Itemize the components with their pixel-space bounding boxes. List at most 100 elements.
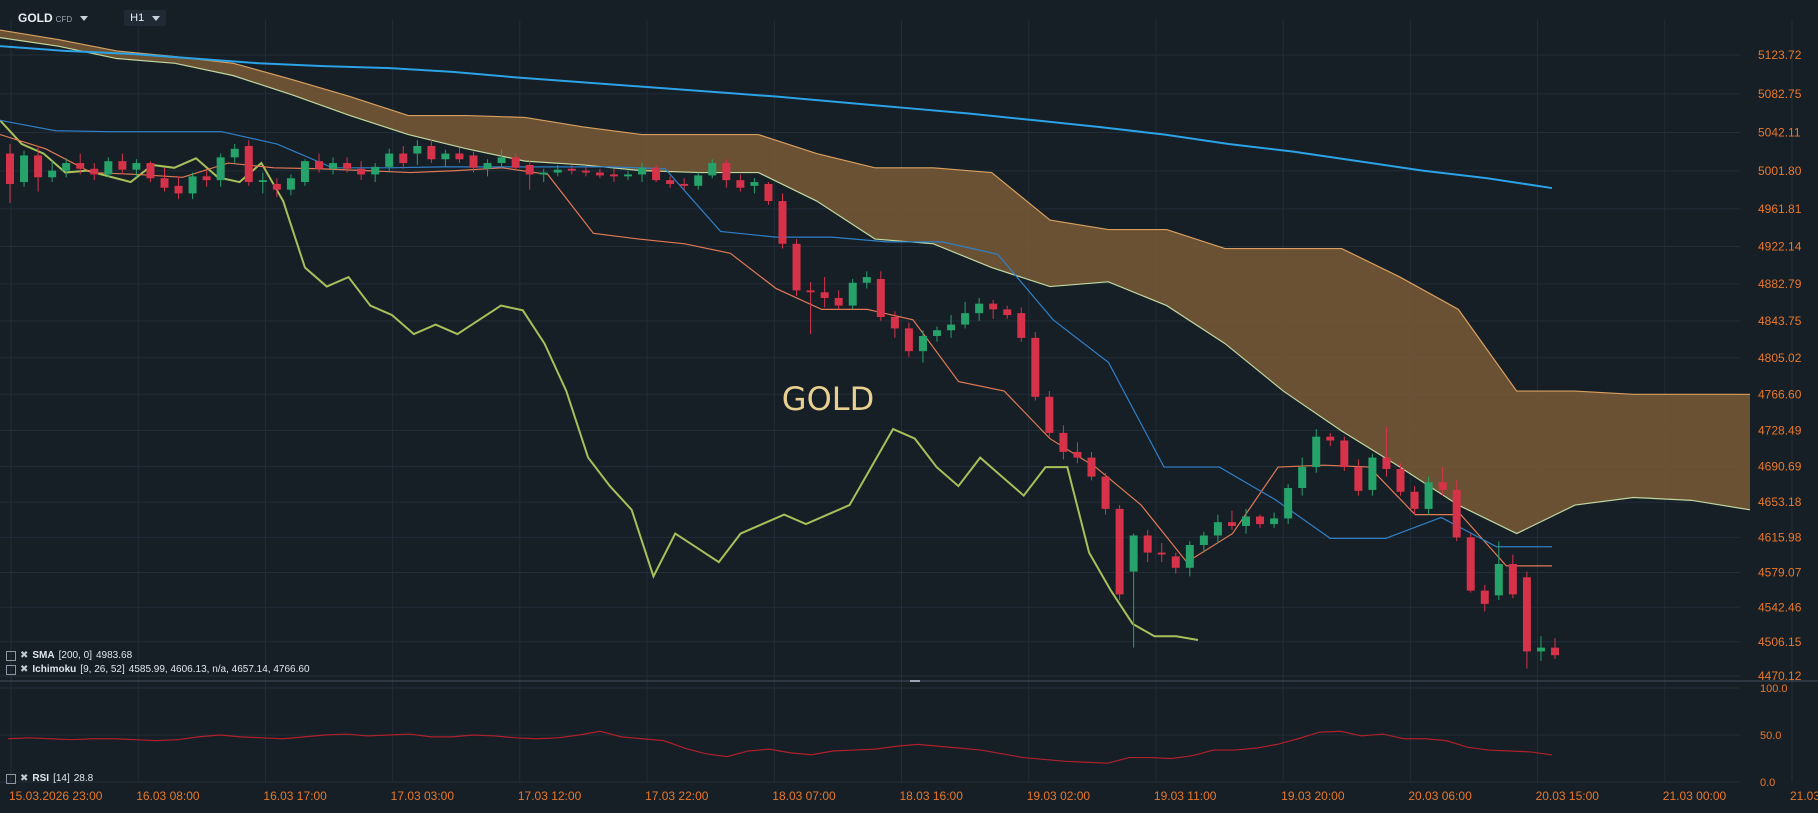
candle-body — [722, 163, 731, 181]
candle — [1256, 514, 1265, 528]
candle-body — [371, 166, 380, 175]
candle — [975, 297, 984, 321]
candle — [357, 161, 366, 181]
candle — [778, 193, 787, 249]
timeframe-label: H1 — [130, 12, 145, 24]
candle-body — [244, 145, 253, 183]
candle — [1536, 636, 1545, 661]
candle-body — [708, 163, 717, 176]
candle — [792, 239, 801, 297]
candle-body — [90, 168, 99, 175]
candle-body — [258, 180, 267, 183]
candle-body — [1045, 396, 1054, 433]
candle — [1213, 514, 1222, 544]
candle-body — [1101, 476, 1110, 509]
candle-body — [820, 292, 829, 298]
candle-body — [1368, 457, 1377, 490]
candle-body — [1452, 489, 1461, 538]
price-tick-label: 5082.75 — [1758, 87, 1802, 101]
candle — [1480, 584, 1489, 612]
symbol-selector[interactable]: GOLD CFD — [18, 11, 89, 25]
candle-body — [1003, 309, 1012, 316]
settings-icon[interactable] — [6, 773, 16, 784]
candle-body — [160, 178, 169, 188]
candle-body — [286, 178, 295, 190]
cloud-fill — [0, 30, 1750, 534]
pane-drag-handle[interactable] — [910, 680, 920, 682]
symbol-type: CFD — [55, 15, 73, 24]
candle — [371, 163, 380, 183]
indicator-sma[interactable]: ✖ SMA [200, 0] 4983.68 — [6, 650, 132, 661]
candle — [1354, 459, 1363, 496]
candle — [1017, 307, 1026, 342]
candle — [483, 159, 492, 177]
candle-body — [497, 157, 506, 164]
settings-icon[interactable] — [6, 650, 16, 661]
candle — [525, 161, 534, 190]
candle — [1424, 476, 1433, 515]
candle — [1143, 529, 1152, 563]
candle — [118, 153, 127, 175]
candle-body — [20, 155, 29, 183]
kijun-line — [0, 133, 1553, 567]
candle — [947, 315, 956, 338]
close-icon[interactable]: ✖ — [20, 650, 29, 661]
indicator-params: [9, 26, 52] — [80, 664, 125, 675]
candle — [6, 144, 14, 203]
candle-body — [989, 303, 998, 310]
close-icon[interactable]: ✖ — [20, 664, 29, 675]
watermark: GOLD — [782, 380, 874, 418]
candle — [638, 163, 647, 183]
candle-body — [455, 153, 464, 160]
rsi-axis: 100.0 50.0 0.0 — [1760, 683, 1788, 789]
candle — [1382, 427, 1391, 477]
candle — [1227, 510, 1236, 530]
candle-body — [1284, 487, 1293, 519]
candle-body — [357, 168, 366, 175]
candle-body — [1354, 467, 1363, 491]
candle-body — [581, 170, 590, 173]
candle-body — [933, 330, 941, 336]
candle — [343, 157, 352, 173]
time-tick-label: 20.03 15:00 — [1536, 789, 1600, 803]
indicator-rsi[interactable]: ✖ RSI [14] 28.8 — [6, 773, 93, 784]
price-tick-label: 4922.14 — [1758, 240, 1802, 254]
price-tick-label: 4506.15 — [1758, 635, 1802, 649]
candle-body — [329, 163, 338, 169]
candle — [581, 166, 590, 177]
indicator-ichimoku[interactable]: ✖ Ichimoku [9, 26, 52] 4585.99, 4606.13,… — [6, 664, 310, 675]
candle — [300, 159, 309, 186]
candle-body — [750, 182, 759, 186]
chevron-down-icon — [80, 16, 89, 22]
candle — [1551, 638, 1559, 660]
candle-body — [764, 183, 773, 202]
timeframe-selector[interactable]: H1 — [124, 10, 167, 26]
candle-body — [413, 145, 422, 154]
candle — [1045, 391, 1054, 437]
close-icon[interactable]: ✖ — [20, 773, 29, 784]
candle-body — [469, 155, 478, 168]
candle — [567, 164, 576, 175]
candle-body — [1129, 535, 1138, 572]
candle — [1298, 457, 1307, 496]
candle — [722, 159, 731, 188]
candle — [1171, 552, 1180, 574]
candle-body — [1340, 440, 1349, 468]
candle-body — [1171, 556, 1180, 568]
candle-body — [918, 335, 927, 352]
candle — [1494, 541, 1503, 601]
settings-icon[interactable] — [6, 664, 16, 675]
candle-body — [1270, 518, 1279, 525]
candle-body — [609, 174, 618, 177]
candle-body — [848, 282, 857, 306]
candle — [216, 153, 225, 187]
candle-body — [76, 163, 85, 169]
candle-body — [1031, 337, 1040, 397]
candle-body — [1185, 544, 1194, 568]
candle — [736, 174, 745, 192]
candle-body — [202, 176, 211, 181]
toolbar: GOLD CFD H1 — [18, 10, 167, 26]
candle — [427, 138, 436, 164]
candle-body — [118, 161, 127, 170]
